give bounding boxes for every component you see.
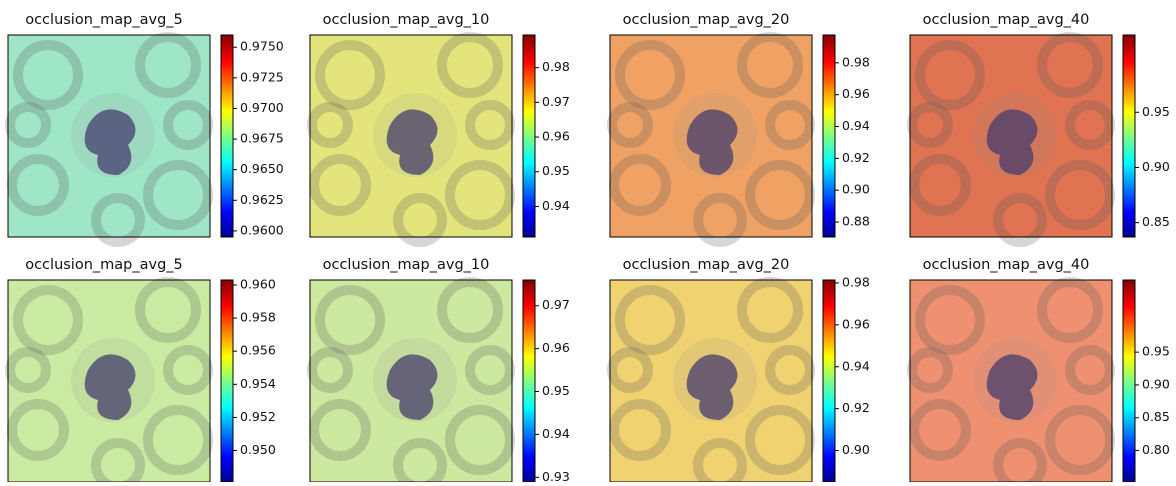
figure: occlusion_map_avg_5 0.9600 0.9625 0.9650 0.9… [0, 0, 1176, 482]
colorbar-tick-label: 0.95 [1142, 104, 1170, 119]
colorbar-tick-label: 0.90 [1142, 159, 1170, 174]
colorbar-tick-label: 0.96 [842, 86, 870, 101]
colorbar-tick-label: 0.97 [542, 297, 570, 312]
colorbar-tick-label: 0.80 [1142, 442, 1170, 457]
colorbar-tick-label: 0.954 [240, 376, 276, 391]
colorbar [221, 35, 233, 237]
colorbar-tick-label: 0.95 [1142, 344, 1170, 359]
colorbar-tick-label: 0.98 [842, 54, 870, 69]
colorbar-tick-label: 0.90 [1142, 376, 1170, 391]
colorbar-tick-label: 0.94 [842, 358, 870, 373]
colorbar-tick-label: 0.94 [842, 118, 870, 133]
colorbar-tick-label: 0.98 [842, 274, 870, 289]
colorbar-tick-label: 0.9700 [240, 100, 284, 115]
colorbar-tick-label: 0.95 [542, 383, 570, 398]
colorbar-tick-label: 0.9600 [240, 222, 284, 237]
colorbar-tick-label: 0.85 [1142, 214, 1170, 229]
colorbar-tick-label: 0.9675 [240, 131, 284, 146]
colorbar [823, 280, 835, 482]
colorbar-tick-label: 0.952 [240, 409, 276, 424]
colorbar [221, 280, 233, 482]
colorbar-tick-label: 0.96 [842, 316, 870, 331]
panel-title: occlusion_map_avg_10 [323, 12, 490, 28]
colorbar-tick-label: 0.93 [542, 469, 570, 482]
panel-title: occlusion_map_avg_10 [323, 257, 490, 273]
colorbar [523, 280, 535, 482]
colorbar-tick-label: 0.950 [240, 442, 276, 457]
colorbar-tick-label: 0.92 [842, 150, 870, 165]
colorbar [523, 35, 535, 237]
panel-title: occlusion_map_avg_5 [25, 12, 183, 28]
panel-title: occlusion_map_avg_40 [923, 12, 1090, 28]
colorbar-tick-label: 0.96 [542, 340, 570, 355]
colorbar-tick-label: 0.9725 [240, 69, 284, 84]
colorbar-tick-label: 0.9750 [240, 39, 284, 54]
panel-title: occlusion_map_avg_40 [923, 257, 1090, 273]
colorbar-tick-label: 0.98 [542, 59, 570, 74]
colorbar-tick-label: 0.960 [240, 276, 276, 291]
panel-title: occlusion_map_avg_20 [623, 257, 790, 273]
panel-title: occlusion_map_avg_5 [25, 257, 183, 273]
colorbar [1123, 280, 1135, 482]
panel-title: occlusion_map_avg_20 [623, 12, 790, 28]
colorbar [823, 35, 835, 237]
colorbar-tick-label: 0.958 [240, 310, 276, 325]
colorbar-tick-label: 0.92 [842, 400, 870, 415]
colorbar-tick-label: 0.90 [842, 182, 870, 197]
colorbar-tick-label: 0.9625 [240, 192, 284, 207]
colorbar-tick-label: 0.94 [542, 198, 570, 213]
colorbar-tick-label: 0.94 [542, 426, 570, 441]
colorbar-tick-label: 0.90 [842, 442, 870, 457]
colorbar-tick-label: 0.9650 [240, 161, 284, 176]
colorbar [1123, 35, 1135, 237]
colorbar-tick-label: 0.956 [240, 343, 276, 358]
colorbar-tick-label: 0.85 [1142, 409, 1170, 424]
colorbar-tick-label: 0.95 [542, 163, 570, 178]
colorbar-tick-label: 0.88 [842, 214, 870, 229]
colorbar-tick-label: 0.97 [542, 94, 570, 109]
colorbar-tick-label: 0.96 [542, 129, 570, 144]
